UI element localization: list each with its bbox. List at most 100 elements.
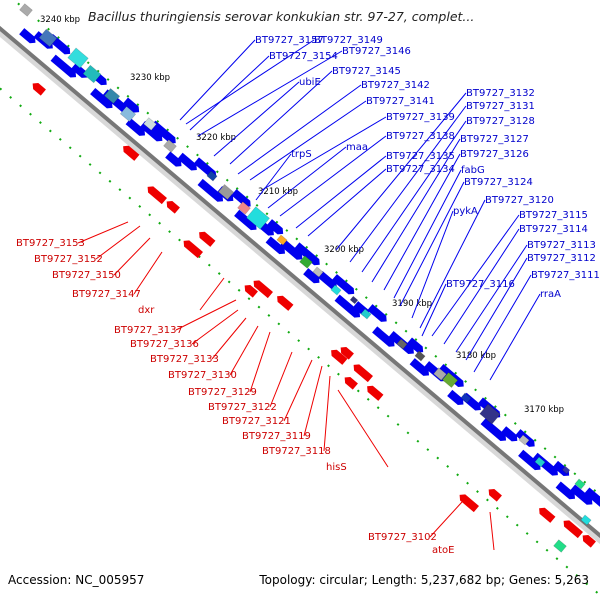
reverse-gene-label: BT9727_3122	[208, 402, 277, 413]
feature-block	[441, 372, 459, 388]
forward-gene-label: BT9727_3124	[464, 177, 533, 188]
feature-block	[143, 117, 157, 131]
feature-block	[479, 403, 501, 425]
reverse-gene-label: BT9727_3119	[242, 431, 311, 442]
forward-cds-arrow	[331, 274, 355, 295]
label-leader-lines	[77, 39, 541, 551]
feature-block	[433, 367, 447, 381]
forward-cds-arrow	[165, 151, 182, 167]
feature-block	[82, 64, 102, 84]
forward-cds-arrow	[177, 152, 197, 171]
forward-gene-label: BT9727_3139	[386, 112, 455, 123]
forward-cds-arrow	[279, 239, 303, 260]
reverse-gene-label: BT9727_3129	[188, 387, 257, 398]
accession-text: Accession: NC_005957	[8, 573, 145, 587]
feature-block	[19, 3, 33, 17]
reverse-cds-arrow	[147, 186, 167, 205]
feature-block	[163, 139, 177, 153]
forward-cds-arrow	[139, 121, 163, 142]
feature-block	[246, 206, 270, 230]
forward-gene-label: maa	[346, 142, 368, 153]
feature-block	[360, 308, 372, 320]
forward-cds-arrow	[234, 209, 257, 231]
kbp-scale-label: 3210 kbp	[258, 187, 298, 197]
forward-cds-arrow	[409, 358, 430, 376]
reverse-cds-arrow	[539, 507, 556, 523]
forward-gene-label: BT9727_3126	[460, 149, 529, 160]
forward-gene-label: BT9727_3128	[466, 116, 535, 127]
forward-cds-arrow	[480, 418, 507, 441]
reverse-cds-arrow	[459, 494, 479, 513]
forward-cds-arrow	[334, 294, 361, 318]
forward-gene-label: BT9727_3142	[361, 80, 430, 91]
forward-gene-label: BT9727_3149	[314, 35, 383, 46]
kbp-scale-label: 3170 kbp	[524, 405, 564, 415]
feature-block	[534, 456, 546, 468]
forward-gene-label: BT9727_3146	[342, 46, 411, 57]
backbone-shadow	[0, 27, 600, 545]
feature-block	[67, 47, 89, 69]
forward-cds-arrow	[125, 118, 146, 136]
kbp-scale-labels: 3240 kbp 3230 kbp 3220 kbp 3210 kbp 3200 kbp…	[40, 15, 564, 415]
reverse-cds-arrow	[199, 231, 216, 247]
reverse-gene-label: BT9727_3130	[168, 370, 237, 381]
feature-block	[414, 350, 426, 362]
forward-gene-label: BT9727_3132	[466, 88, 535, 99]
forward-cds-arrow	[447, 389, 464, 405]
feature-block	[518, 434, 530, 446]
reverse-strand-cds	[32, 83, 596, 548]
feature-block	[349, 295, 359, 305]
reverse-cds-arrow	[183, 240, 203, 259]
reverse-cds-arrow	[253, 280, 273, 299]
reverse-cds-arrow	[331, 349, 348, 365]
feature-block	[217, 184, 235, 200]
reverse-gene-label: BT9727_3153	[16, 238, 85, 249]
forward-gene-label: BT9727_3145	[332, 66, 401, 77]
feature-block	[237, 201, 251, 215]
forward-gene-label: ubiE	[299, 77, 321, 88]
forward-gene-label: BT9727_3138	[386, 131, 455, 142]
reverse-gene-label: BT9727_3150	[52, 270, 121, 281]
reverse-cds-arrow	[166, 201, 180, 214]
reverse-gene-label: BT9727_3121	[222, 416, 291, 427]
forward-gene-label: BT9727_3127	[460, 134, 529, 145]
forward-gene-label: BT9727_3111	[531, 270, 600, 281]
reverse-cds-arrow	[367, 385, 384, 401]
forward-gene-label: BT9727_3120	[485, 195, 554, 206]
feature-block	[119, 106, 137, 122]
forward-cds-arrow	[569, 484, 593, 505]
forward-cds-arrow	[500, 426, 518, 442]
feature-block	[460, 392, 472, 404]
forward-cds-arrow	[303, 268, 320, 284]
forward-cds-arrow	[584, 487, 600, 511]
forward-gene-label: pykA	[453, 206, 478, 217]
feature-block	[561, 465, 571, 475]
reverse-gene-label: BT9727_3152	[34, 254, 103, 265]
forward-cds-arrow	[50, 54, 77, 78]
feature-block	[103, 88, 121, 104]
backbone	[0, 25, 600, 539]
forward-cds-arrow	[150, 120, 176, 144]
forward-cds-arrow	[294, 242, 320, 266]
kbp-scale-label: 3180 kbp	[456, 351, 496, 361]
forward-gene-label: BT9727_3141	[366, 96, 435, 107]
reverse-cds-arrow	[277, 295, 294, 311]
reverse-gene-label: BT9727_3147	[72, 289, 141, 300]
kbp-scale-label: 3220 kbp	[196, 133, 236, 143]
forward-gene-label: rraA	[540, 289, 561, 300]
forward-cds-arrow	[406, 337, 424, 353]
reverse-cds-arrow	[353, 364, 373, 383]
feature-block	[276, 234, 288, 246]
feature-block	[396, 338, 408, 350]
map-title: Bacillus thuringiensis serovar konkukian…	[88, 9, 475, 24]
forward-cds-arrow	[372, 326, 395, 347]
kbp-scale-label: 3200 kbp	[324, 245, 364, 255]
topology-text: Topology: circular; Length: 5,237,682 bp…	[259, 573, 589, 587]
forward-strand-cds	[19, 28, 600, 511]
forward-gene-label: BT9727_3114	[519, 224, 588, 235]
forward-cds-arrow	[90, 88, 113, 109]
reverse-gene-label: hisS	[326, 462, 347, 473]
forward-cds-arrow	[70, 62, 88, 78]
